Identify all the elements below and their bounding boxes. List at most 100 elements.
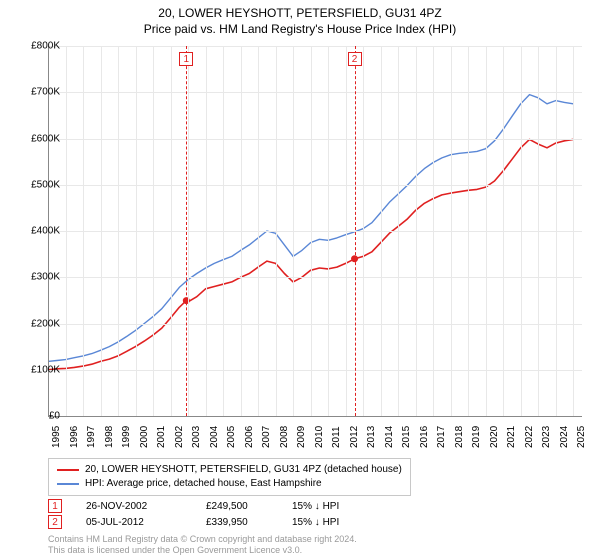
x-axis-label: 2011 [331,426,342,448]
sale-price: £339,950 [206,517,292,528]
sales-table: 1 26-NOV-2002 £249,500 15% ↓ HPI 2 05-JU… [48,498,382,530]
x-axis-label: 2001 [156,426,167,448]
y-axis-label: £100K [31,364,60,375]
y-axis-label: £0 [49,411,60,422]
x-axis-label: 2013 [366,426,377,448]
y-axis-label: £800K [31,41,60,52]
x-axis-label: 2021 [506,426,517,448]
x-axis-label: 2009 [296,426,307,448]
gridline-v [83,46,84,416]
plot-area: 12 [48,46,582,416]
x-axis-label: 2007 [261,426,272,448]
x-axis-label: 1996 [69,426,80,448]
gridline-h [48,324,582,325]
gridline-v [573,46,574,416]
x-axis-line [48,416,582,417]
footer: Contains HM Land Registry data © Crown c… [48,534,357,556]
gridline-v [328,46,329,416]
gridline-v [293,46,294,416]
gridline-v [538,46,539,416]
gridline-h [48,277,582,278]
x-axis-label: 1998 [104,426,115,448]
sale-date: 05-JUL-2012 [86,517,206,528]
gridline-v [363,46,364,416]
x-axis-label: 1999 [121,426,132,448]
sale-marker-line [186,46,187,416]
legend-label: HPI: Average price, detached house, East… [85,477,322,491]
sale-badge: 2 [48,515,62,529]
x-axis-label: 2003 [191,426,202,448]
legend-label: 20, LOWER HEYSHOTT, PETERSFIELD, GU31 4P… [85,463,402,477]
x-axis-label: 1997 [86,426,97,448]
x-axis-label: 1995 [51,426,62,448]
gridline-v [556,46,557,416]
x-axis-label: 2006 [244,426,255,448]
gridline-v [311,46,312,416]
title-block: 20, LOWER HEYSHOTT, PETERSFIELD, GU31 4P… [0,0,600,36]
gridline-v [188,46,189,416]
x-axis-label: 2004 [209,426,220,448]
gridline-v [153,46,154,416]
gridline-v [206,46,207,416]
gridline-v [381,46,382,416]
gridline-v [276,46,277,416]
title-main: 20, LOWER HEYSHOTT, PETERSFIELD, GU31 4P… [0,6,600,20]
gridline-v [258,46,259,416]
y-axis-label: £700K [31,87,60,98]
sale-diff: 15% ↓ HPI [292,501,382,512]
legend-row: HPI: Average price, detached house, East… [57,477,402,491]
gridline-v [101,46,102,416]
sale-diff: 15% ↓ HPI [292,517,382,528]
x-axis-label: 2018 [454,426,465,448]
gridline-h [48,231,582,232]
y-axis-label: £500K [31,179,60,190]
sale-date: 26-NOV-2002 [86,501,206,512]
x-axis-label: 2000 [139,426,150,448]
gridline-v [486,46,487,416]
sales-row: 1 26-NOV-2002 £249,500 15% ↓ HPI [48,498,382,514]
gridline-v [223,46,224,416]
gridline-h [48,185,582,186]
title-sub: Price paid vs. HM Land Registry's House … [0,22,600,36]
x-axis-label: 2022 [524,426,535,448]
x-axis-label: 2017 [436,426,447,448]
sale-marker-line [355,46,356,416]
legend-swatch [57,469,79,471]
legend: 20, LOWER HEYSHOTT, PETERSFIELD, GU31 4P… [48,458,411,496]
y-axis-label: £600K [31,133,60,144]
sale-badge: 1 [48,499,62,513]
gridline-h [48,92,582,93]
x-axis-label: 2023 [541,426,552,448]
x-axis-label: 2024 [559,426,570,448]
gridline-h [48,139,582,140]
x-axis-label: 2002 [174,426,185,448]
sale-marker-badge: 2 [348,52,362,66]
x-axis-label: 2025 [576,426,587,448]
gridline-v [521,46,522,416]
gridline-v [433,46,434,416]
gridline-v [346,46,347,416]
gridline-v [416,46,417,416]
x-axis-label: 2015 [401,426,412,448]
chart-container: 20, LOWER HEYSHOTT, PETERSFIELD, GU31 4P… [0,0,600,560]
footer-line: This data is licensed under the Open Gov… [48,545,357,556]
gridline-v [136,46,137,416]
gridline-v [468,46,469,416]
gridline-v [171,46,172,416]
x-axis-label: 2012 [349,426,360,448]
sale-marker-badge: 1 [179,52,193,66]
legend-swatch [57,483,79,485]
gridline-v [118,46,119,416]
gridline-v [503,46,504,416]
y-axis-label: £400K [31,226,60,237]
x-axis-label: 2016 [419,426,430,448]
x-axis-label: 2020 [489,426,500,448]
footer-line: Contains HM Land Registry data © Crown c… [48,534,357,545]
y-axis-label: £300K [31,272,60,283]
gridline-h [48,46,582,47]
sale-price: £249,500 [206,501,292,512]
x-axis-label: 2005 [226,426,237,448]
legend-row: 20, LOWER HEYSHOTT, PETERSFIELD, GU31 4P… [57,463,402,477]
x-axis-label: 2010 [314,426,325,448]
x-axis-label: 2014 [384,426,395,448]
